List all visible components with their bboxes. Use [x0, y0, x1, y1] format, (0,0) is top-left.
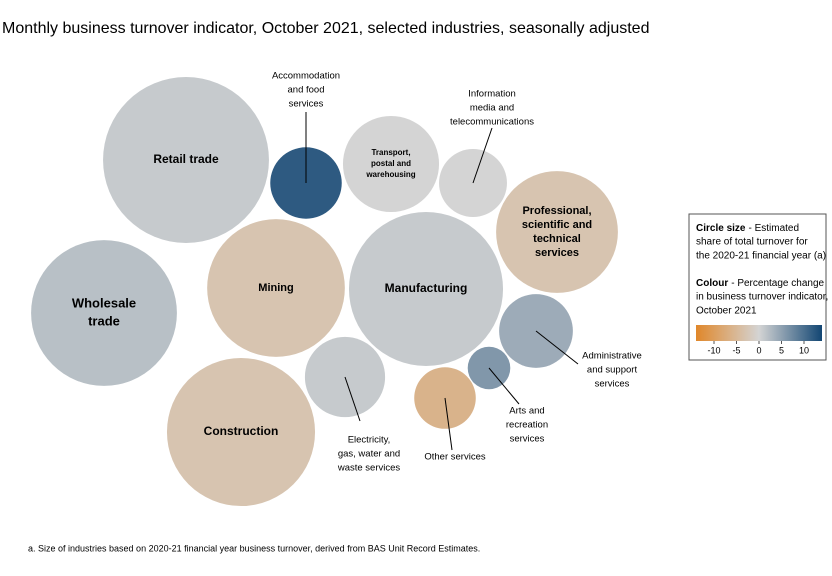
bubble-label: services: [510, 434, 545, 445]
legend-text: share of total turnover for: [696, 237, 808, 248]
bubble-label: trade: [88, 313, 120, 328]
leader-line: [344, 376, 361, 422]
bubble-label: Accommodation: [272, 71, 340, 82]
bubble: [496, 171, 618, 293]
legend-heading: Colour: [696, 278, 728, 289]
bubble-label: services: [535, 247, 579, 259]
leader-line: [444, 397, 453, 451]
bubble: [166, 357, 316, 507]
bubble-label: Retail trade: [153, 152, 219, 166]
bubble-label: Information: [468, 89, 516, 100]
bubble-label: Mining: [258, 282, 293, 294]
footnote: a. Size of industries based on 2020-21 f…: [28, 543, 480, 553]
colorbar-tick-label: 5: [779, 345, 784, 355]
bubble-label: Arts and: [509, 406, 544, 417]
legend-text: in business turnover indicator,: [696, 292, 828, 303]
legend-text: October 2021: [696, 306, 757, 317]
colorbar-tick-label: 0: [756, 345, 761, 355]
legend-text: Colour - Percentage change: [696, 278, 824, 289]
bubble-label: warehousing: [365, 170, 415, 179]
legend-text: the 2020-21 financial year (a): [696, 251, 826, 262]
bubble: [31, 240, 177, 386]
colorbar-tick-label: -5: [732, 345, 740, 355]
bubble-label: Transport,: [371, 148, 410, 157]
bubble-label: Construction: [204, 424, 279, 438]
bubble-label: Administrative: [582, 351, 642, 362]
bubble-label: scientific and: [522, 219, 592, 231]
legend-heading: Circle size: [696, 223, 746, 234]
bubble-label: Wholesale: [72, 295, 136, 310]
bubble-label: recreation: [506, 420, 548, 431]
bubble-label: Professional,: [522, 205, 591, 217]
bubble: [207, 219, 345, 357]
legend-text: - Percentage change: [731, 278, 824, 289]
bubble-label: technical: [533, 233, 581, 245]
legend-text: Circle size - Estimated: [696, 223, 799, 234]
bubble-label: postal and: [371, 159, 411, 168]
colorbar: [696, 325, 822, 341]
bubble: [348, 211, 504, 367]
bubble-label: waste services: [337, 463, 401, 474]
chart-title: Monthly business turnover indicator, Oct…: [2, 20, 649, 37]
bubble-label: gas, water and: [338, 449, 400, 460]
legend-text: - Estimated: [748, 223, 799, 234]
bubble-label: and support: [587, 365, 638, 376]
colorbar-tick-label: -10: [707, 345, 720, 355]
leader-line: [472, 127, 493, 184]
bubble-label: Electricity,: [348, 435, 391, 446]
bubble-label: and food: [288, 85, 325, 96]
bubble-label: media and: [470, 103, 514, 114]
leader-line: [488, 367, 520, 405]
bubble-label: services: [289, 99, 324, 110]
bubble-label: Manufacturing: [385, 281, 468, 295]
bubble: [103, 77, 269, 243]
bubble: [342, 115, 440, 213]
leader-line: [535, 330, 579, 365]
bubble-label: Other services: [424, 452, 485, 463]
bubble-label: services: [595, 379, 630, 390]
bubble-label: telecommunications: [450, 117, 534, 128]
colorbar-tick-label: 10: [799, 345, 809, 355]
